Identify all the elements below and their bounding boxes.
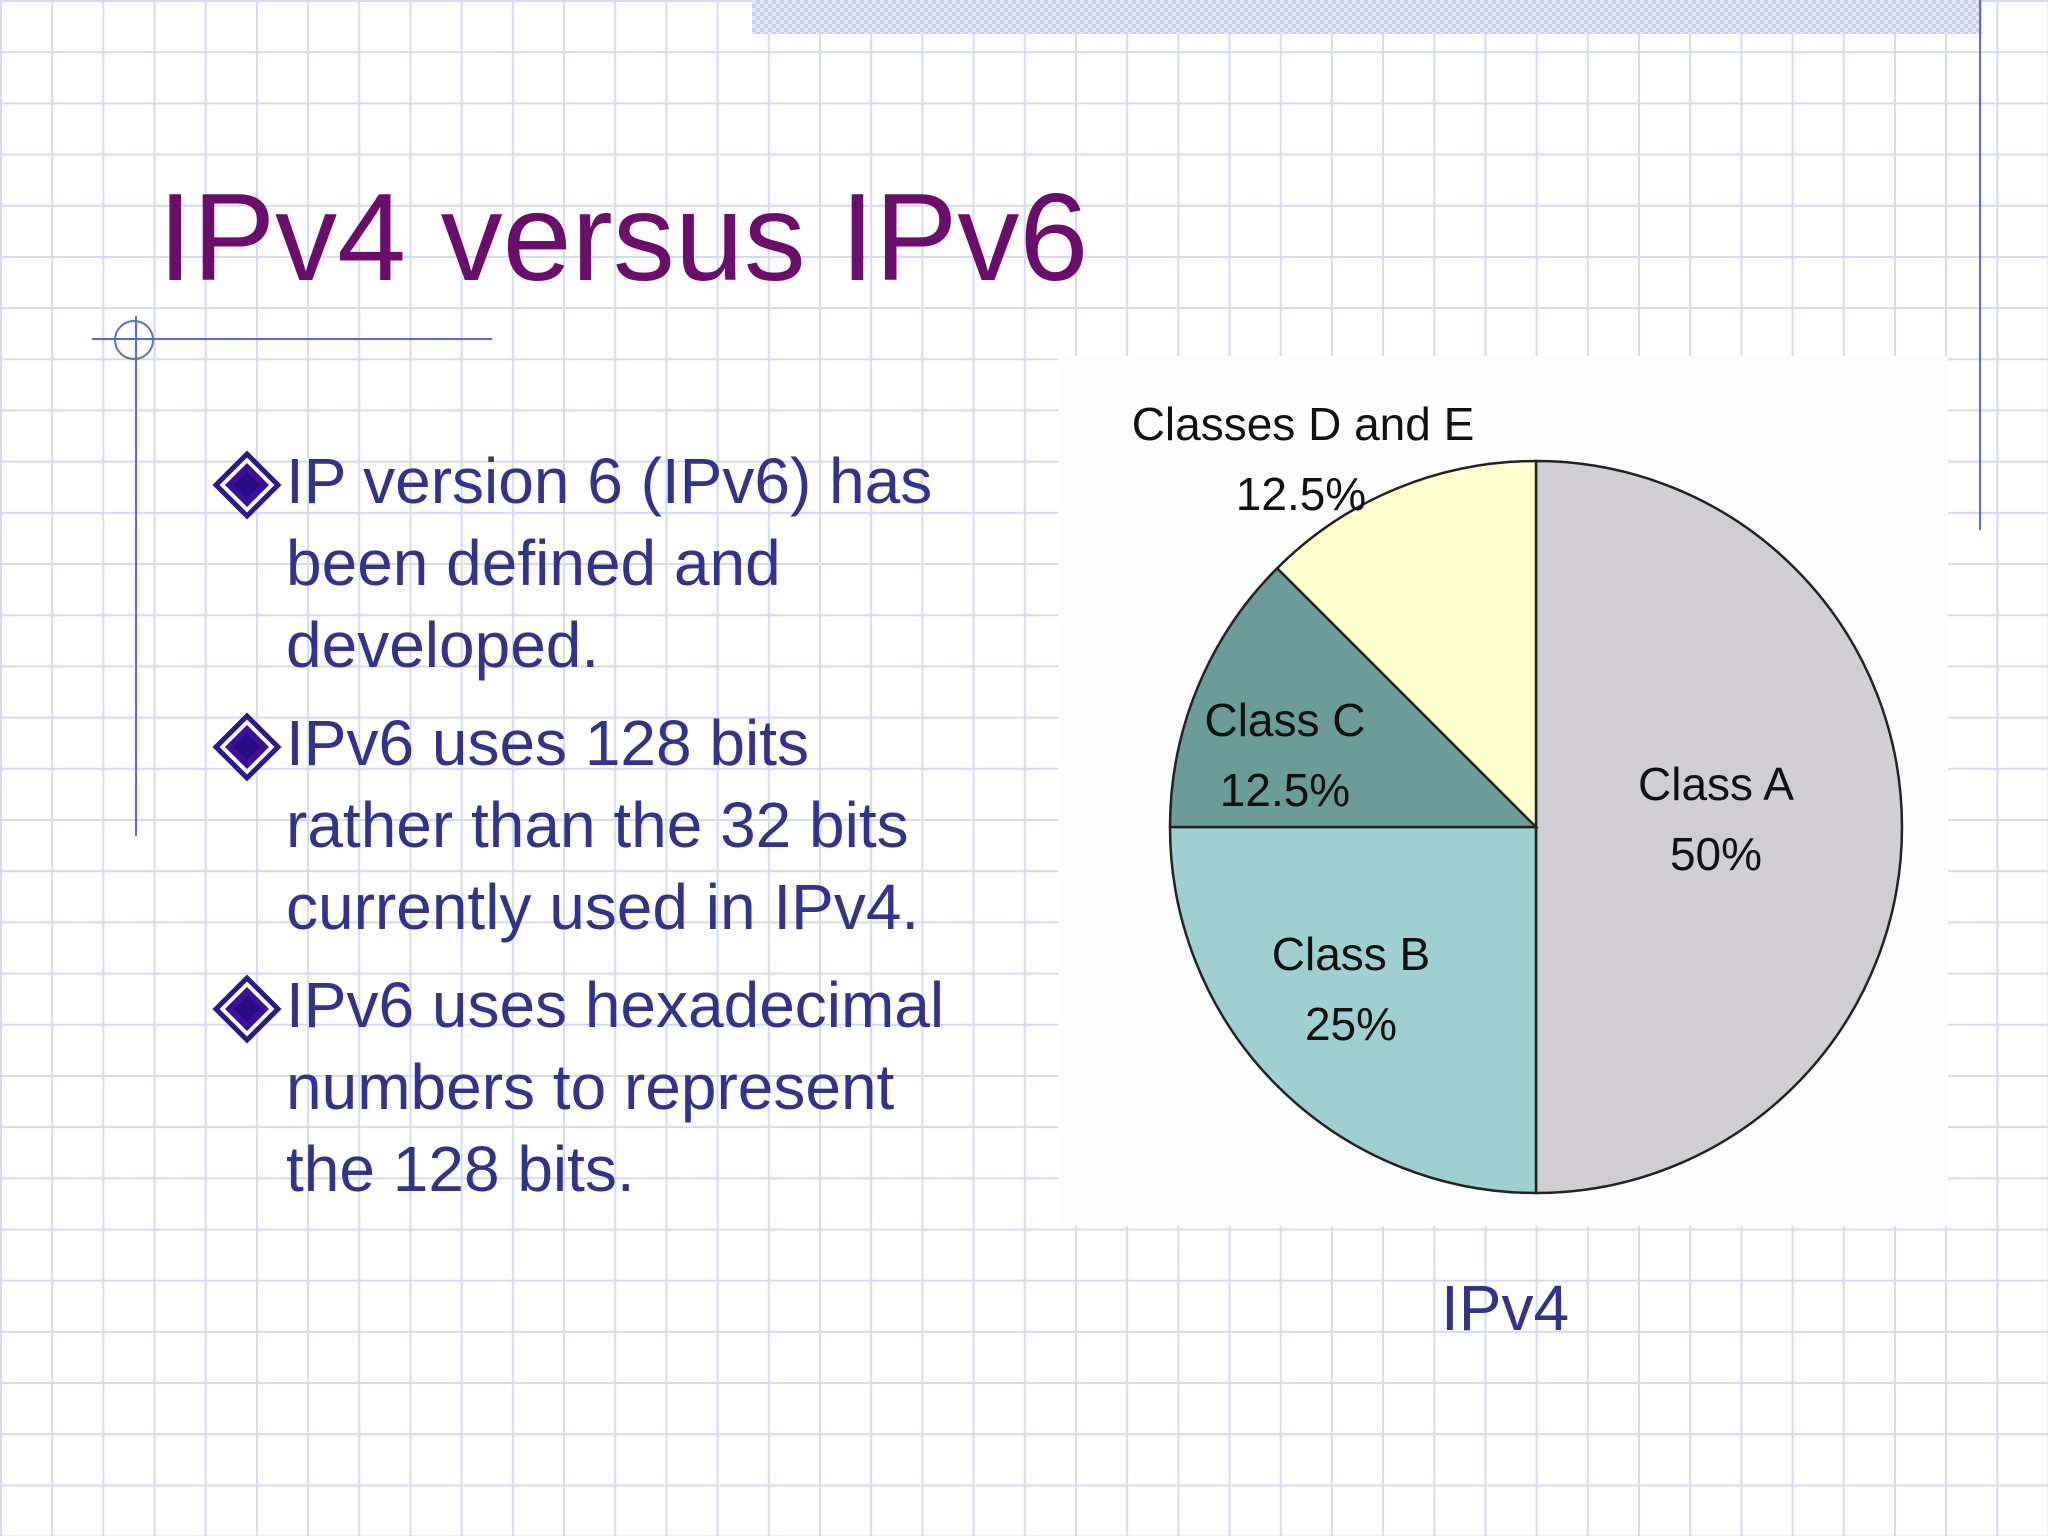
bullet-text: IPv6 uses 128 bits rather than the 32 bi… (286, 702, 1038, 948)
pie-slice-value-label: 50% (1670, 828, 1762, 880)
bullet-item: IPv6 uses 128 bits rather than the 32 bi… (208, 702, 1038, 948)
bullet-line: rather than the 32 bits (286, 789, 909, 861)
diamond-bullet-icon (212, 712, 282, 782)
pie-slice-class-a (1534, 459, 1904, 1195)
pie-slice-label: Class B (1272, 928, 1430, 980)
title-rule-circle (114, 320, 154, 360)
bullet-line: IPv6 uses hexadecimal (286, 969, 945, 1041)
pie-slice-label: Class A (1638, 758, 1794, 810)
bullet-text: IP version 6 (IPv6) has been defined and… (286, 440, 1038, 686)
pie-slice-class-c (1168, 566, 1540, 829)
title-underline-rule (92, 338, 492, 340)
bullet-list: IP version 6 (IPv6) has been defined and… (208, 440, 1038, 1226)
bullet-line: developed. (286, 609, 600, 681)
pie-slice-label: Classes D and E (1132, 398, 1475, 450)
pie-chart: Class A 50% Class B 25% Class C 12.5% Classes … (1132, 398, 1904, 1195)
bullet-line: been defined and (286, 527, 781, 599)
right-vertical-rule (1979, 0, 1981, 530)
bullet-line: the 128 bits. (286, 1133, 635, 1205)
bullet-item: IP version 6 (IPv6) has been defined and… (208, 440, 1038, 686)
diamond-bullet-icon (212, 974, 282, 1044)
pie-slice-class-b (1168, 825, 1538, 1195)
pie-slice-value-label: 12.5% (1236, 468, 1366, 520)
bullet-text: IPv6 uses hexadecimal numbers to represe… (286, 964, 1038, 1210)
pie-slice-classes-d-and-e (1275, 459, 1538, 831)
left-vertical-rule (135, 316, 137, 836)
bullet-line: currently used in IPv4. (286, 871, 920, 943)
top-decorative-band (752, 0, 1982, 34)
slide-title: IPv4 versus IPv6 (158, 169, 1089, 307)
chart-caption: IPv4 (1440, 1272, 1570, 1344)
bullet-line: IP version 6 (IPv6) has (286, 445, 933, 517)
pie-slice-label: Class C (1204, 694, 1365, 746)
pie-slice-value-label: 25% (1305, 998, 1397, 1050)
bullet-item: IPv6 uses hexadecimal numbers to represe… (208, 964, 1038, 1210)
diamond-bullet-icon (212, 450, 282, 520)
pie-slice-value-label: 12.5% (1220, 764, 1350, 816)
bullet-line: IPv6 uses 128 bits (286, 707, 809, 779)
bullet-line: numbers to represent (286, 1051, 895, 1123)
